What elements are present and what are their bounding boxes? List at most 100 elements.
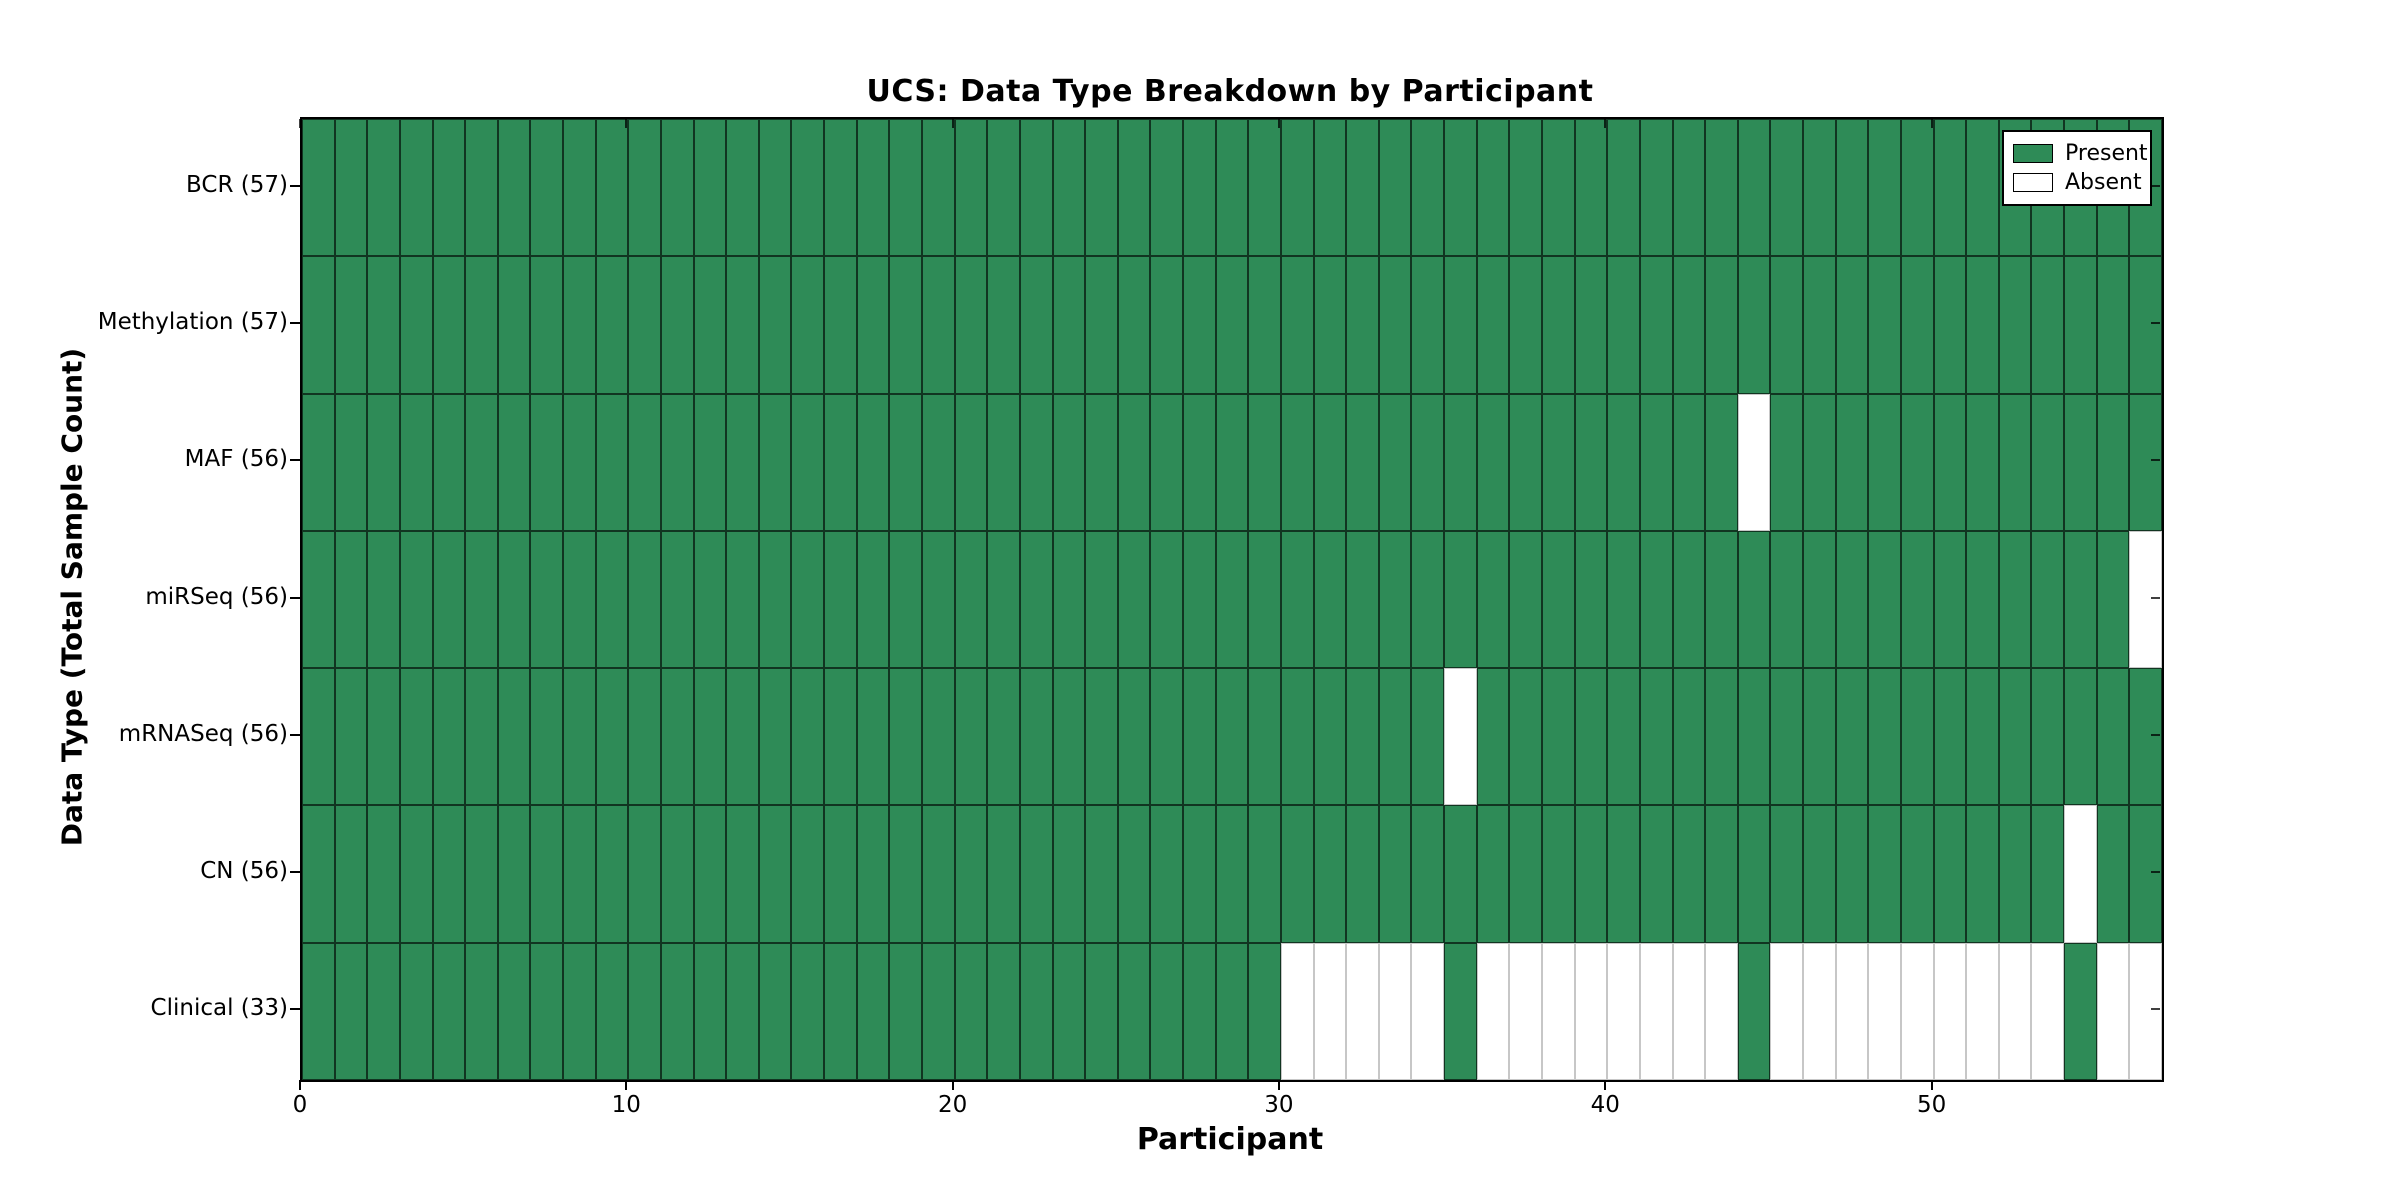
cell-clinical-p35 [1444, 942, 1477, 1080]
cell-mirseq-p46 [1803, 530, 1836, 669]
x-tick-mark-top-50 [1930, 119, 1933, 128]
cell-mrnaseq-p0 [302, 668, 335, 806]
cell-clinical-p54 [2064, 942, 2097, 1080]
cell-maf-p16 [824, 393, 857, 531]
cell-clinical-p26 [1150, 942, 1184, 1080]
cell-maf-p10 [628, 393, 661, 531]
cell-clinical-p28 [1215, 942, 1249, 1080]
cell-bcr-p42 [1672, 119, 1706, 257]
heatmap-row-cn [302, 805, 2162, 943]
cell-mrnaseq-p9 [595, 668, 629, 806]
cell-cn-p26 [1150, 805, 1184, 943]
cell-clinical-p17 [856, 942, 890, 1080]
cell-bcr-p48 [1868, 119, 1901, 257]
cell-bcr-p43 [1705, 119, 1738, 257]
cell-clinical-p16 [824, 942, 857, 1080]
cell-clinical-p20 [954, 942, 988, 1080]
y-tick-mark-right-cn [2151, 871, 2160, 874]
cell-mirseq-p8 [563, 530, 596, 669]
cell-clinical-p11 [660, 942, 694, 1080]
cell-mrnaseq-p53 [2031, 668, 2065, 806]
cell-maf-p29 [1248, 393, 1281, 531]
cell-mrnaseq-p44 [1737, 668, 1771, 806]
cell-clinical-p37 [1509, 942, 1542, 1080]
cell-bcr-p21 [987, 119, 1020, 257]
cell-maf-p18 [889, 393, 922, 531]
cell-clinical-p39 [1574, 942, 1608, 1080]
cell-methylation-p38 [1542, 256, 1575, 394]
cell-methylation-p4 [432, 256, 466, 394]
cell-mrnaseq-p54 [2064, 668, 2097, 806]
cell-mirseq-p24 [1085, 530, 1118, 669]
cell-maf-p31 [1313, 393, 1347, 531]
cell-maf-p15 [791, 393, 825, 531]
cell-mrnaseq-p38 [1542, 668, 1575, 806]
cell-maf-p17 [856, 393, 890, 531]
cell-mirseq-p31 [1313, 530, 1347, 669]
cell-mirseq-p33 [1378, 530, 1412, 669]
cell-mrnaseq-p25 [1117, 668, 1151, 806]
y-tick-label-clinical: Clinical (33) [150, 995, 288, 1022]
cell-methylation-p3 [399, 256, 433, 394]
cell-clinical-p2 [367, 942, 400, 1080]
cell-bcr-p51 [1966, 119, 1999, 257]
cell-bcr-p12 [693, 119, 727, 257]
plot-area: Present Absent [300, 117, 2164, 1082]
cell-cn-p33 [1378, 805, 1412, 943]
cell-maf-p53 [2031, 393, 2065, 531]
cell-methylation-p25 [1117, 256, 1151, 394]
cell-clinical-p51 [1966, 942, 1999, 1080]
heatmap-row-clinical [302, 942, 2162, 1080]
cell-clinical-p40 [1607, 942, 1640, 1080]
legend-item-present: Present [2013, 139, 2148, 168]
cell-methylation-p18 [889, 256, 922, 394]
x-tick-mark-top-0 [299, 119, 301, 128]
cell-cn-p6 [497, 805, 531, 943]
y-tick-label-cn: CN (56) [200, 858, 288, 885]
cell-mrnaseq-p48 [1868, 668, 1901, 806]
cell-bcr-p41 [1639, 119, 1673, 257]
cell-mirseq-p9 [595, 530, 629, 669]
cell-methylation-p35 [1444, 256, 1477, 394]
cell-bcr-p8 [563, 119, 596, 257]
heatmap-row-maf [302, 393, 2162, 531]
cell-clinical-p23 [1052, 942, 1086, 1080]
cell-mirseq-p52 [1998, 530, 2032, 669]
cell-cn-p2 [367, 805, 400, 943]
cell-bcr-p1 [334, 119, 368, 257]
cell-maf-p36 [1476, 393, 1510, 531]
cell-mrnaseq-p49 [1900, 668, 1934, 806]
cell-mrnaseq-p39 [1574, 668, 1608, 806]
cell-cn-p46 [1803, 805, 1836, 943]
y-tick-mark-maf [290, 459, 300, 462]
cell-methylation-p42 [1672, 256, 1706, 394]
cell-mirseq-p6 [497, 530, 531, 669]
cell-cn-p15 [791, 805, 825, 943]
y-tick-mark-methylation [290, 321, 300, 324]
cell-cn-p56 [2129, 805, 2162, 943]
cell-methylation-p41 [1639, 256, 1673, 394]
cell-clinical-p4 [432, 942, 466, 1080]
cell-methylation-p47 [1835, 256, 1869, 394]
cell-mrnaseq-p29 [1248, 668, 1281, 806]
cell-clinical-p24 [1085, 942, 1118, 1080]
cell-cn-p20 [954, 805, 988, 943]
cell-cn-p4 [432, 805, 466, 943]
cell-maf-p35 [1444, 393, 1477, 531]
cell-bcr-p33 [1378, 119, 1412, 257]
cell-maf-p32 [1346, 393, 1379, 531]
cell-methylation-p10 [628, 256, 661, 394]
cell-methylation-p54 [2064, 256, 2097, 394]
cell-maf-p44 [1737, 393, 1771, 531]
cell-clinical-p15 [791, 942, 825, 1080]
cell-methylation-p2 [367, 256, 400, 394]
y-tick-mark-cn [290, 871, 300, 874]
legend: Present Absent [2002, 130, 2152, 206]
cell-mrnaseq-p7 [530, 668, 564, 806]
cell-cn-p5 [465, 805, 498, 943]
cell-cn-p30 [1280, 805, 1314, 943]
cell-mrnaseq-p37 [1509, 668, 1542, 806]
cell-bcr-p18 [889, 119, 922, 257]
cell-bcr-p28 [1215, 119, 1249, 257]
